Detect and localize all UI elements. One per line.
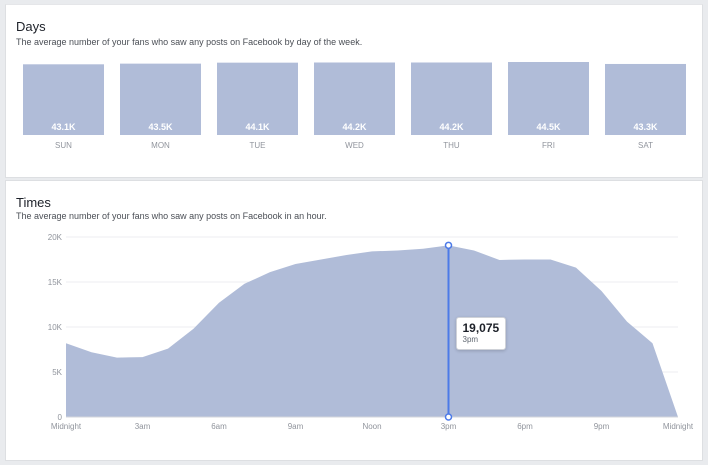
- times-subtitle: The average number of your fans who saw …: [16, 211, 327, 221]
- y-tick-label: 15K: [48, 278, 63, 287]
- bar-value-label: 43.3K: [633, 122, 658, 132]
- bar-sun[interactable]: [23, 64, 104, 135]
- y-tick-label: 0: [58, 413, 63, 422]
- y-tick-label: 5K: [52, 368, 62, 377]
- days-subtitle: The average number of your fans who saw …: [16, 37, 363, 47]
- bar-value-label: 44.2K: [342, 122, 367, 132]
- hover-marker-top[interactable]: [444, 241, 453, 250]
- days-bar-chart: 43.1K SUN 43.5K MON 44.1K TUE 44.2K WED 44.2K THU…: [23, 62, 686, 150]
- tooltip-value: 19,075: [462, 321, 500, 336]
- times-title: Times: [16, 195, 51, 210]
- y-tick-label: 10K: [48, 323, 63, 332]
- bar-thu[interactable]: [411, 62, 492, 135]
- x-tick-label: 6am: [211, 422, 227, 431]
- day-label: SUN: [55, 141, 72, 150]
- x-tick-label: Midnight: [663, 422, 694, 431]
- x-tick-label: 3am: [135, 422, 151, 431]
- bar-value-label: 44.2K: [439, 122, 464, 132]
- times-area-chart: 0 5K 10K 15K 20K Midnight 3am 6am 9am Noon 3pm 6pm 9…: [48, 233, 694, 431]
- bar-tue[interactable]: [217, 62, 298, 135]
- bar-fri[interactable]: [508, 62, 589, 135]
- bar-wed[interactable]: [314, 62, 395, 135]
- x-tick-label: 6pm: [517, 422, 533, 431]
- bar-value-label: 43.5K: [148, 122, 173, 132]
- day-label: SAT: [638, 141, 653, 150]
- x-tick-label: Midnight: [51, 422, 82, 431]
- hourly-area[interactable]: [66, 245, 678, 417]
- day-label: MON: [151, 141, 170, 150]
- day-label: WED: [345, 141, 364, 150]
- x-tick-label: 9am: [288, 422, 304, 431]
- hover-marker-bottom[interactable]: [444, 413, 453, 421]
- bar-value-label: 44.1K: [245, 122, 270, 132]
- hover-tooltip: 19,075 3pm: [455, 317, 507, 351]
- day-label: FRI: [542, 141, 555, 150]
- days-title: Days: [16, 19, 46, 34]
- tooltip-label: 3pm: [462, 335, 479, 345]
- times-panel: Times The average number of your fans wh…: [5, 180, 703, 461]
- x-tick-label: Noon: [362, 422, 381, 431]
- bar-value-label: 43.1K: [51, 122, 76, 132]
- y-tick-label: 20K: [48, 233, 63, 242]
- bar-mon[interactable]: [120, 63, 201, 135]
- days-panel: Days The average number of your fans who…: [5, 4, 703, 178]
- day-label: THU: [443, 141, 460, 150]
- x-tick-label: 3pm: [441, 422, 457, 431]
- bar-sat[interactable]: [605, 63, 686, 136]
- x-tick-label: 9pm: [594, 422, 610, 431]
- day-label: TUE: [250, 141, 266, 150]
- bar-value-label: 44.5K: [536, 122, 561, 132]
